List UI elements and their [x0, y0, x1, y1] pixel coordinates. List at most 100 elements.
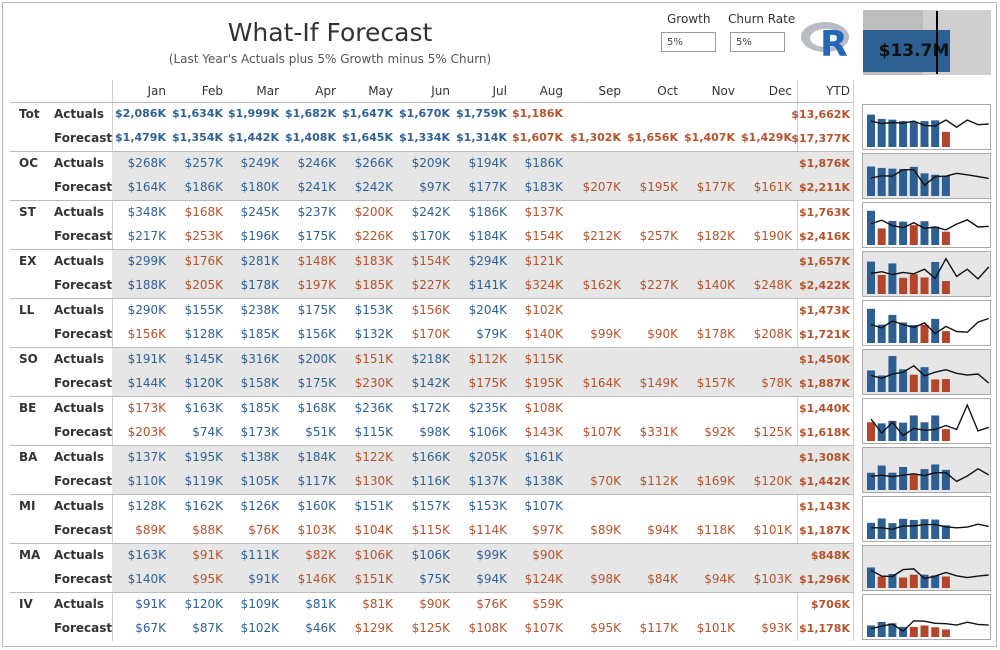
sparkline-svg [867, 257, 990, 294]
forecast-ytd-cell: $2,211K [799, 181, 850, 194]
forecast-cell: $128K [184, 327, 223, 341]
row-separator [10, 347, 853, 348]
row-type-label: Actuals [54, 254, 105, 268]
sparkline-bar [888, 168, 897, 196]
actuals-cell: $76K [476, 597, 507, 611]
forecast-cell: $84K [647, 572, 678, 586]
forecast-cell: $175K [297, 376, 336, 390]
actuals-cell: $173K [127, 401, 166, 415]
actuals-cell: $348K [127, 205, 166, 219]
actuals-cell: $176K [184, 254, 223, 268]
forecast-cell: $170K [411, 229, 450, 243]
actuals-cell: $209K [411, 156, 450, 170]
actuals-cell: $111K [240, 548, 279, 562]
group-label: MA [19, 548, 41, 562]
actuals-cell: $194K [468, 156, 507, 170]
forecast-cell: $117K [297, 474, 336, 488]
page-title: What-If Forecast [227, 18, 433, 47]
sparkline-chart [862, 398, 991, 444]
forecast-ytd-cell: $17,377K [791, 132, 850, 145]
kpi-bar [863, 30, 950, 72]
sparkline-forecast-line [870, 168, 989, 187]
column-header: Dec [768, 84, 792, 98]
sparkline-bar [899, 277, 908, 294]
forecast-cell: $190K [753, 229, 792, 243]
sparkline-bar [931, 464, 940, 490]
actuals-cell: $126K [240, 499, 279, 513]
forecast-cell: $227K [639, 278, 678, 292]
sparkline-bar [888, 573, 897, 588]
actuals-ytd-cell: $848K [810, 549, 850, 562]
sparkline-bar [888, 472, 897, 490]
forecast-cell: $1,607K [512, 131, 563, 144]
sparkline-chart [862, 496, 991, 542]
forecast-cell: $182K [696, 229, 735, 243]
actuals-cell: $195K [184, 450, 223, 464]
sparkline-bar [909, 325, 918, 343]
actuals-cell: $128K [127, 499, 166, 513]
churn-rate-input[interactable] [730, 32, 785, 52]
forecast-cell: $217K [127, 229, 166, 243]
forecast-cell: $115K [411, 523, 450, 537]
sparkline-bar [867, 567, 875, 588]
sparkline-svg [867, 166, 989, 196]
sparkline-bar [920, 221, 929, 245]
sparkline-bar [909, 166, 918, 196]
row-type-label: Forecast [54, 621, 113, 635]
actuals-cell: $245K [240, 205, 279, 219]
sparkline-svg [867, 403, 989, 441]
row-separator [10, 249, 853, 250]
actuals-cell: $162K [184, 499, 223, 513]
sparkline-bar [888, 220, 897, 245]
page-subtitle: (Last Year's Actuals plus 5% Growth minu… [168, 52, 492, 66]
row-type-label: Forecast [54, 131, 113, 145]
forecast-cell: $117K [639, 621, 678, 635]
actuals-cell: $137K [524, 205, 563, 219]
actuals-cell: $1,759K [456, 107, 507, 120]
grid-line [853, 80, 854, 641]
forecast-cell: $90K [647, 327, 678, 341]
forecast-cell: $154K [524, 229, 563, 243]
forecast-cell: $149K [639, 376, 678, 390]
sparkline-bar [931, 627, 940, 637]
actuals-cell: $153K [468, 499, 507, 513]
actuals-cell: $90K [419, 597, 450, 611]
group-label: BA [19, 450, 38, 464]
forecast-cell: $108K [468, 621, 507, 635]
column-header: Sep [598, 84, 621, 98]
actuals-cell: $237K [297, 205, 336, 219]
forecast-cell: $76K [248, 523, 279, 537]
sparkline-chart [862, 251, 991, 297]
sparkline-bar [899, 322, 908, 343]
actuals-cell: $236K [354, 401, 393, 415]
growth-input[interactable] [661, 32, 716, 52]
forecast-cell: $175K [468, 376, 507, 390]
sparkline-bar [941, 281, 950, 294]
sparkline-chart [862, 349, 991, 395]
row-separator [10, 543, 853, 544]
forecast-cell: $112K [639, 474, 678, 488]
actuals-cell: $151K [354, 499, 393, 513]
actuals-cell: $1,647K [342, 107, 393, 120]
sparkline-svg [867, 620, 989, 637]
forecast-cell: $75K [419, 572, 450, 586]
column-header: Jun [431, 84, 450, 98]
group-label: ST [19, 205, 36, 219]
forecast-cell: $146K [297, 572, 336, 586]
sparkline-forecast-line [870, 568, 989, 580]
forecast-cell: $1,407K [684, 131, 735, 144]
actuals-ytd-cell: $1,657K [799, 255, 850, 268]
forecast-cell: $92K [704, 425, 735, 439]
row-separator [10, 200, 853, 201]
forecast-ytd-cell: $2,422K [799, 279, 850, 292]
row-separator [10, 102, 853, 103]
actuals-cell: $235K [468, 401, 507, 415]
kpi-bullet-chart: $13.7M [863, 10, 991, 75]
actuals-cell: $218K [411, 352, 450, 366]
actuals-cell: $1,682K [285, 107, 336, 120]
actuals-cell: $186K [468, 205, 507, 219]
sparkline-bar [867, 308, 875, 343]
r-logo-letter: R [820, 24, 848, 62]
forecast-cell: $105K [240, 474, 279, 488]
